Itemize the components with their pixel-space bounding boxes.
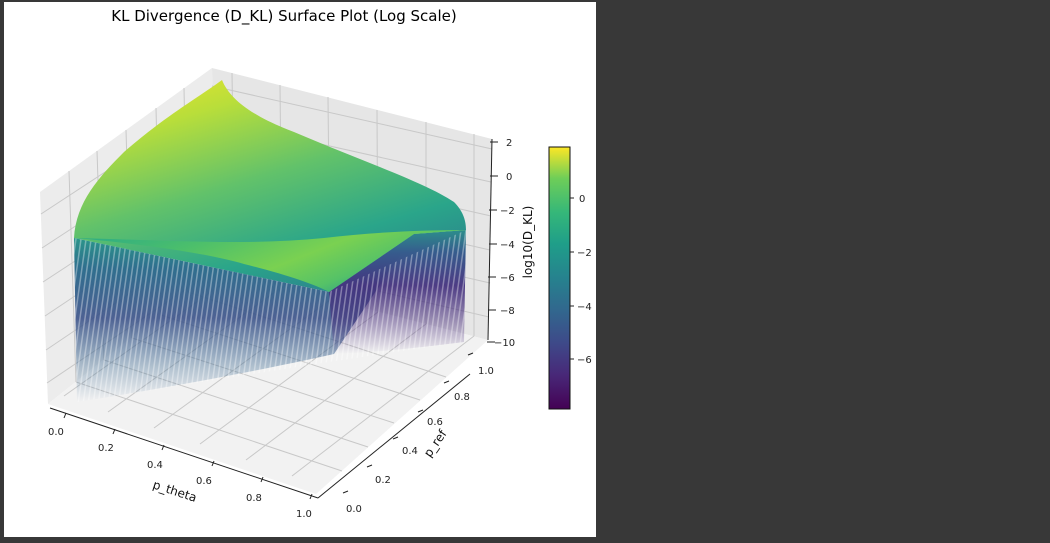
svg-text:−4: −4 [577, 302, 592, 313]
svg-text:0.6: 0.6 [427, 417, 443, 428]
svg-text:−6: −6 [577, 355, 592, 366]
surface-stripes [74, 230, 466, 402]
svg-text:0.2: 0.2 [98, 443, 114, 454]
svg-text:0.4: 0.4 [147, 460, 163, 471]
axes-lines [49, 138, 493, 499]
svg-text:2: 2 [506, 138, 512, 149]
y-axis-ticks [342, 352, 474, 494]
colorbar [548, 146, 571, 410]
svg-text:0.8: 0.8 [454, 392, 470, 403]
svg-text:0.2: 0.2 [375, 475, 391, 486]
svg-text:0: 0 [506, 172, 512, 183]
svg-text:0.8: 0.8 [246, 493, 262, 504]
svg-text:−2: −2 [500, 206, 515, 217]
svg-text:1.0: 1.0 [478, 366, 494, 377]
svg-text:0: 0 [579, 194, 585, 205]
z-axis-ticks [487, 141, 498, 343]
z-axis-tick-labels: 2 0 −2 −4 −6 −8 −10 [494, 138, 515, 349]
z-axis-label: log10(D_KL) [521, 206, 535, 279]
figure: KL Divergence (D_KL) Surface Plot (Log S… [4, 2, 596, 537]
svg-text:−10: −10 [494, 338, 515, 349]
chart-title: KL Divergence (D_KL) Surface Plot (Log S… [111, 7, 457, 25]
svg-text:−6: −6 [500, 273, 515, 284]
svg-text:0.6: 0.6 [196, 476, 212, 487]
svg-text:0.0: 0.0 [346, 504, 362, 515]
y-axis-tick-labels: 0.0 0.2 0.4 0.6 0.8 1.0 [346, 366, 494, 515]
colorbar-tick-labels: 0 −2 −4 −6 [577, 194, 592, 366]
y-axis-label: p_ref [421, 427, 450, 460]
colorbar-ticks [570, 197, 574, 360]
x-axis-ticks [63, 412, 313, 500]
x-axis-label: p_theta [151, 478, 198, 505]
surface-front-sheet [74, 230, 466, 292]
x-axis-tick-labels: 0.0 0.2 0.4 0.6 0.8 1.0 [48, 427, 312, 520]
svg-text:−8: −8 [500, 306, 515, 317]
svg-text:−2: −2 [577, 248, 592, 259]
svg-text:−4: −4 [500, 240, 515, 251]
svg-text:0.4: 0.4 [402, 446, 418, 457]
svg-text:1.0: 1.0 [296, 509, 312, 520]
svg-text:0.0: 0.0 [48, 427, 64, 438]
plot-canvas: 2 0 −2 −4 −6 −8 −10 log10(D_KL) 0.0 0.2 … [40, 68, 592, 520]
